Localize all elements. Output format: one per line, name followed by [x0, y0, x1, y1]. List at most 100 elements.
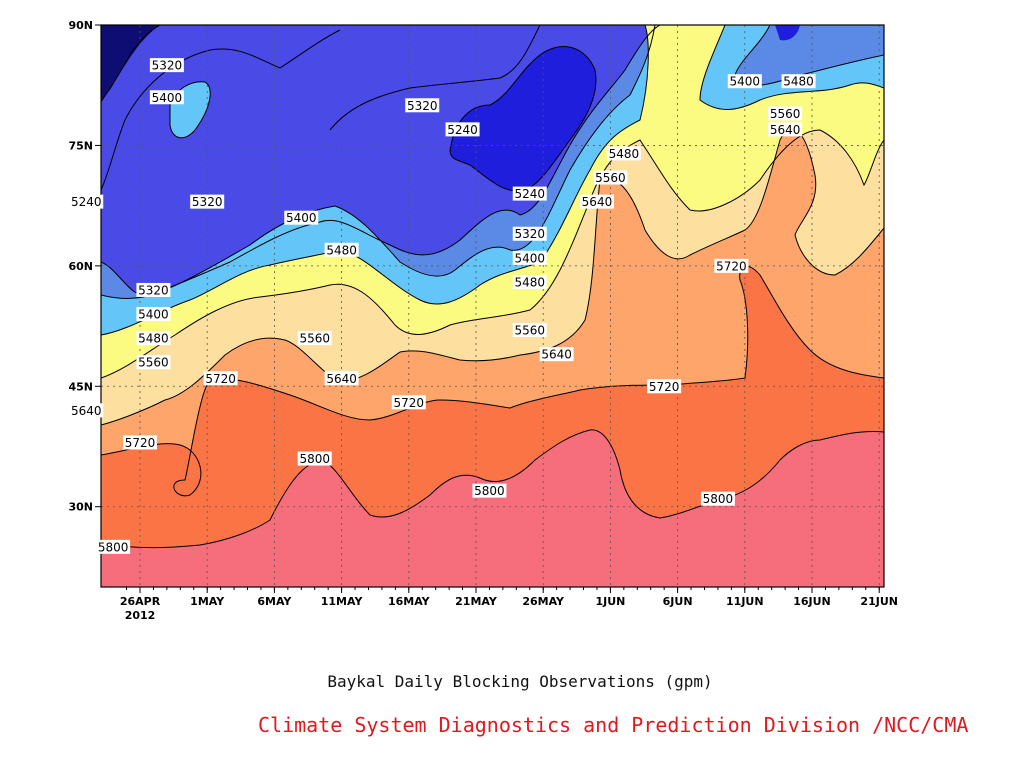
contour-label-text: 5240: [514, 187, 545, 201]
contour-label-text: 5320: [514, 227, 545, 241]
band-fill-patch-top: [775, 25, 800, 41]
contour-label-text: 5800: [299, 452, 330, 466]
contour-label-text: 5240: [447, 123, 478, 137]
contour-label-box: [781, 74, 816, 89]
contour-label-text: 5480: [609, 147, 640, 161]
contour-label-text: 5720: [649, 380, 680, 394]
contour-label: 5320: [149, 58, 184, 73]
contour-label-text: 5320: [138, 283, 169, 297]
contour-label-box: [136, 307, 171, 322]
y-tick-label-4: 90N: [68, 19, 93, 32]
x-tick-label-5: 21MAY: [455, 595, 498, 608]
contour-label-text: 5640: [326, 372, 357, 386]
contour-label-box: [512, 323, 547, 338]
contour-label-box: [136, 331, 171, 346]
x-tick-label-2: 6MAY: [257, 595, 292, 608]
contour-label: 5400: [512, 250, 547, 265]
band-fill-above-5800: [101, 429, 884, 587]
contour-label-text: 5640: [541, 348, 572, 362]
contour-label: 5560: [297, 331, 332, 346]
contour-label-text: 5800: [703, 492, 734, 506]
contour-line-5640: [101, 128, 884, 426]
y-tick-label-3: 75N: [68, 139, 93, 152]
contour-label-text: 5480: [514, 275, 545, 289]
contour-line-5480: [101, 25, 649, 336]
contour-label-text: 5320: [192, 195, 223, 209]
contour-label: 5560: [512, 323, 547, 338]
grid-lines: [101, 25, 884, 587]
contour-label-text: 5720: [716, 259, 747, 273]
contour-label-text: 5640: [770, 123, 801, 137]
band-fill-patch: [450, 46, 596, 191]
contour-labels: 5320 5400 5240 5320 5320 5240 5240 5320 5400 5480…: [69, 58, 816, 554]
contour-label: 5400: [136, 307, 171, 322]
contour-label-box: [512, 186, 547, 201]
x-tick-label-4: 16MAY: [388, 595, 431, 608]
contour-label-box: [149, 58, 184, 73]
contour-label: 5320: [190, 194, 225, 209]
contour-line-5320: [101, 25, 661, 296]
contour-label-box: [472, 483, 507, 498]
contour-label: 5640: [324, 371, 359, 386]
x-year-label: 2012: [125, 609, 156, 622]
contour-label-text: 5400: [730, 75, 761, 89]
contour-label-box: [203, 371, 238, 386]
contour-label-box: [647, 379, 682, 394]
contour-label-box: [136, 282, 171, 297]
x-tick-label-7: 1JUN: [595, 595, 625, 608]
contour-label-box: [391, 395, 426, 410]
contour-label-box: [136, 355, 171, 370]
contour-label-box: [284, 210, 319, 225]
contour-line-5480-b: [699, 25, 884, 110]
chart-title: Baykal Daily Blocking Observations (gpm): [327, 672, 713, 691]
contour-label-box: [768, 122, 803, 137]
contour-line-patch: [449, 46, 597, 192]
contour-label: 5800: [700, 491, 735, 506]
contour-label-text: 5480: [138, 332, 169, 346]
contour-label-box: [539, 347, 574, 362]
contour-label: 5240: [445, 122, 480, 137]
contour-line-5560: [101, 129, 884, 379]
contour-label: 5480: [606, 146, 641, 161]
contour-line-upper: [101, 29, 341, 191]
contour-label-text: 5560: [299, 332, 330, 346]
contour-label-box: [512, 226, 547, 241]
contour-label-box: [324, 242, 359, 257]
x-tick-label-8: 6JUN: [663, 595, 693, 608]
contour-label: 5240: [512, 186, 547, 201]
contour-line-5400: [101, 25, 656, 299]
contour-label: 5720: [203, 371, 238, 386]
contour-label-text: 5800: [474, 484, 505, 498]
contour-label-text: 5640: [71, 404, 102, 418]
contour-label-box: [445, 122, 480, 137]
contour-label: 5560: [768, 106, 803, 121]
contour-label-text: 5720: [394, 396, 425, 410]
contour-label-text: 5640: [582, 195, 613, 209]
contour-label: 5320: [512, 226, 547, 241]
contour-label-text: 5400: [152, 91, 183, 105]
contour-label: 5480: [512, 274, 547, 289]
contour-label-text: 5720: [205, 372, 236, 386]
contour-label: 5560: [593, 170, 628, 185]
contour-label: 5800: [96, 539, 131, 554]
contour-label-text: 5400: [138, 308, 169, 322]
contour-label-box: [606, 146, 641, 161]
contour-label-box: [579, 194, 614, 209]
band-fill-below-5240: [101, 25, 160, 102]
x-tick-label-1: 1MAY: [190, 595, 225, 608]
y-axis: 30N 45N 60N 75N 90N: [68, 19, 101, 514]
x-tick-label-3: 11MAY: [321, 595, 364, 608]
contour-line-mid: [329, 25, 541, 131]
contour-label: 5480: [324, 242, 359, 257]
contour-label-box: [69, 403, 104, 418]
contour-label-box: [593, 170, 628, 185]
x-tick-label-0: 26APR: [120, 595, 161, 608]
contour-label-box: [96, 539, 131, 554]
contour-label-box: [297, 331, 332, 346]
contour-label: 5800: [297, 451, 332, 466]
contour-line-nw: [101, 25, 161, 103]
contour-label-text: 5800: [98, 540, 129, 554]
contour-label-text: 5560: [514, 324, 545, 338]
contour-label: 5800: [472, 483, 507, 498]
